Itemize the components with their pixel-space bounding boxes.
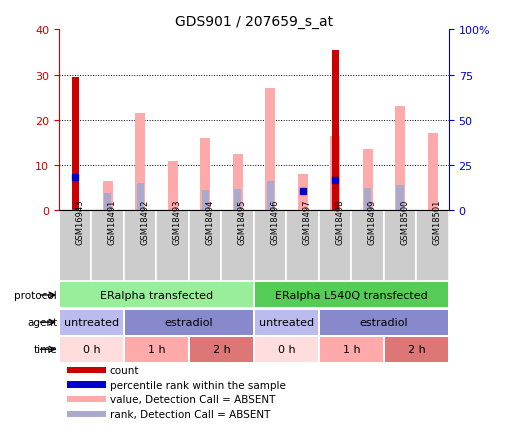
Bar bbox=[222, 211, 254, 282]
Bar bbox=[60, 337, 123, 362]
Text: ERalpha transfected: ERalpha transfected bbox=[100, 290, 213, 300]
Title: GDS901 / 207659_s_at: GDS901 / 207659_s_at bbox=[175, 15, 333, 30]
Bar bbox=[125, 310, 253, 335]
Bar bbox=[135, 114, 145, 211]
Bar bbox=[200, 139, 210, 211]
Text: ERalpha L540Q transfected: ERalpha L540Q transfected bbox=[275, 290, 428, 300]
Text: GSM18494: GSM18494 bbox=[205, 199, 214, 244]
Bar bbox=[254, 283, 448, 308]
Text: estradiol: estradiol bbox=[165, 317, 213, 327]
Text: GSM18500: GSM18500 bbox=[400, 199, 409, 244]
Text: 0 h: 0 h bbox=[278, 345, 295, 355]
Bar bbox=[364, 188, 371, 211]
Bar bbox=[72, 78, 78, 211]
Bar bbox=[168, 161, 177, 211]
Bar bbox=[319, 211, 351, 282]
Bar bbox=[417, 211, 449, 282]
Text: protocol: protocol bbox=[14, 290, 57, 300]
Bar bbox=[286, 211, 319, 282]
Bar bbox=[60, 283, 253, 308]
Text: GSM18491: GSM18491 bbox=[108, 199, 117, 244]
Text: GSM18496: GSM18496 bbox=[270, 199, 279, 244]
Bar bbox=[428, 134, 438, 211]
Text: GSM18492: GSM18492 bbox=[140, 199, 149, 244]
Text: count: count bbox=[110, 365, 139, 375]
Bar bbox=[60, 310, 123, 335]
Text: rank, Detection Call = ABSENT: rank, Detection Call = ABSENT bbox=[110, 409, 270, 419]
Bar bbox=[103, 181, 113, 211]
Text: 2 h: 2 h bbox=[212, 345, 230, 355]
Text: GSM16943: GSM16943 bbox=[75, 199, 84, 244]
Text: 2 h: 2 h bbox=[407, 345, 425, 355]
Bar bbox=[67, 381, 106, 388]
Text: untreated: untreated bbox=[259, 317, 314, 327]
Bar bbox=[67, 411, 106, 417]
Text: GSM18497: GSM18497 bbox=[303, 199, 312, 244]
Bar bbox=[320, 310, 448, 335]
Bar bbox=[233, 155, 243, 211]
Text: GSM18495: GSM18495 bbox=[238, 199, 247, 244]
Text: GSM18493: GSM18493 bbox=[173, 199, 182, 244]
Bar bbox=[351, 211, 384, 282]
Text: GSM18501: GSM18501 bbox=[432, 199, 442, 244]
Bar bbox=[320, 337, 383, 362]
Bar bbox=[332, 51, 339, 211]
Bar bbox=[156, 211, 189, 282]
Bar bbox=[267, 182, 274, 211]
Bar bbox=[254, 337, 318, 362]
Text: value, Detection Call = ABSENT: value, Detection Call = ABSENT bbox=[110, 395, 275, 404]
Bar bbox=[67, 396, 106, 402]
Text: GSM18498: GSM18498 bbox=[335, 199, 344, 244]
Bar bbox=[125, 337, 188, 362]
Text: 1 h: 1 h bbox=[148, 345, 165, 355]
Bar bbox=[67, 367, 106, 373]
Text: untreated: untreated bbox=[64, 317, 119, 327]
Bar bbox=[384, 211, 417, 282]
Bar bbox=[202, 190, 209, 211]
Bar bbox=[190, 337, 253, 362]
Bar bbox=[104, 194, 111, 211]
Text: 0 h: 0 h bbox=[83, 345, 101, 355]
Bar bbox=[298, 175, 307, 211]
Bar bbox=[124, 211, 156, 282]
Bar bbox=[397, 186, 404, 211]
Bar bbox=[363, 150, 372, 211]
Bar bbox=[234, 189, 241, 211]
Bar bbox=[395, 107, 405, 211]
Bar bbox=[136, 184, 144, 211]
Text: percentile rank within the sample: percentile rank within the sample bbox=[110, 380, 286, 390]
Bar bbox=[265, 89, 275, 211]
Bar bbox=[91, 211, 124, 282]
Text: estradiol: estradiol bbox=[360, 317, 408, 327]
Bar bbox=[254, 211, 286, 282]
Text: time: time bbox=[33, 345, 57, 355]
Bar bbox=[254, 310, 318, 335]
Bar bbox=[189, 211, 222, 282]
Text: 1 h: 1 h bbox=[343, 345, 360, 355]
Text: GSM18499: GSM18499 bbox=[368, 199, 377, 244]
Bar bbox=[330, 136, 340, 211]
Text: agent: agent bbox=[27, 317, 57, 327]
Bar bbox=[385, 337, 448, 362]
Bar bbox=[59, 211, 91, 282]
